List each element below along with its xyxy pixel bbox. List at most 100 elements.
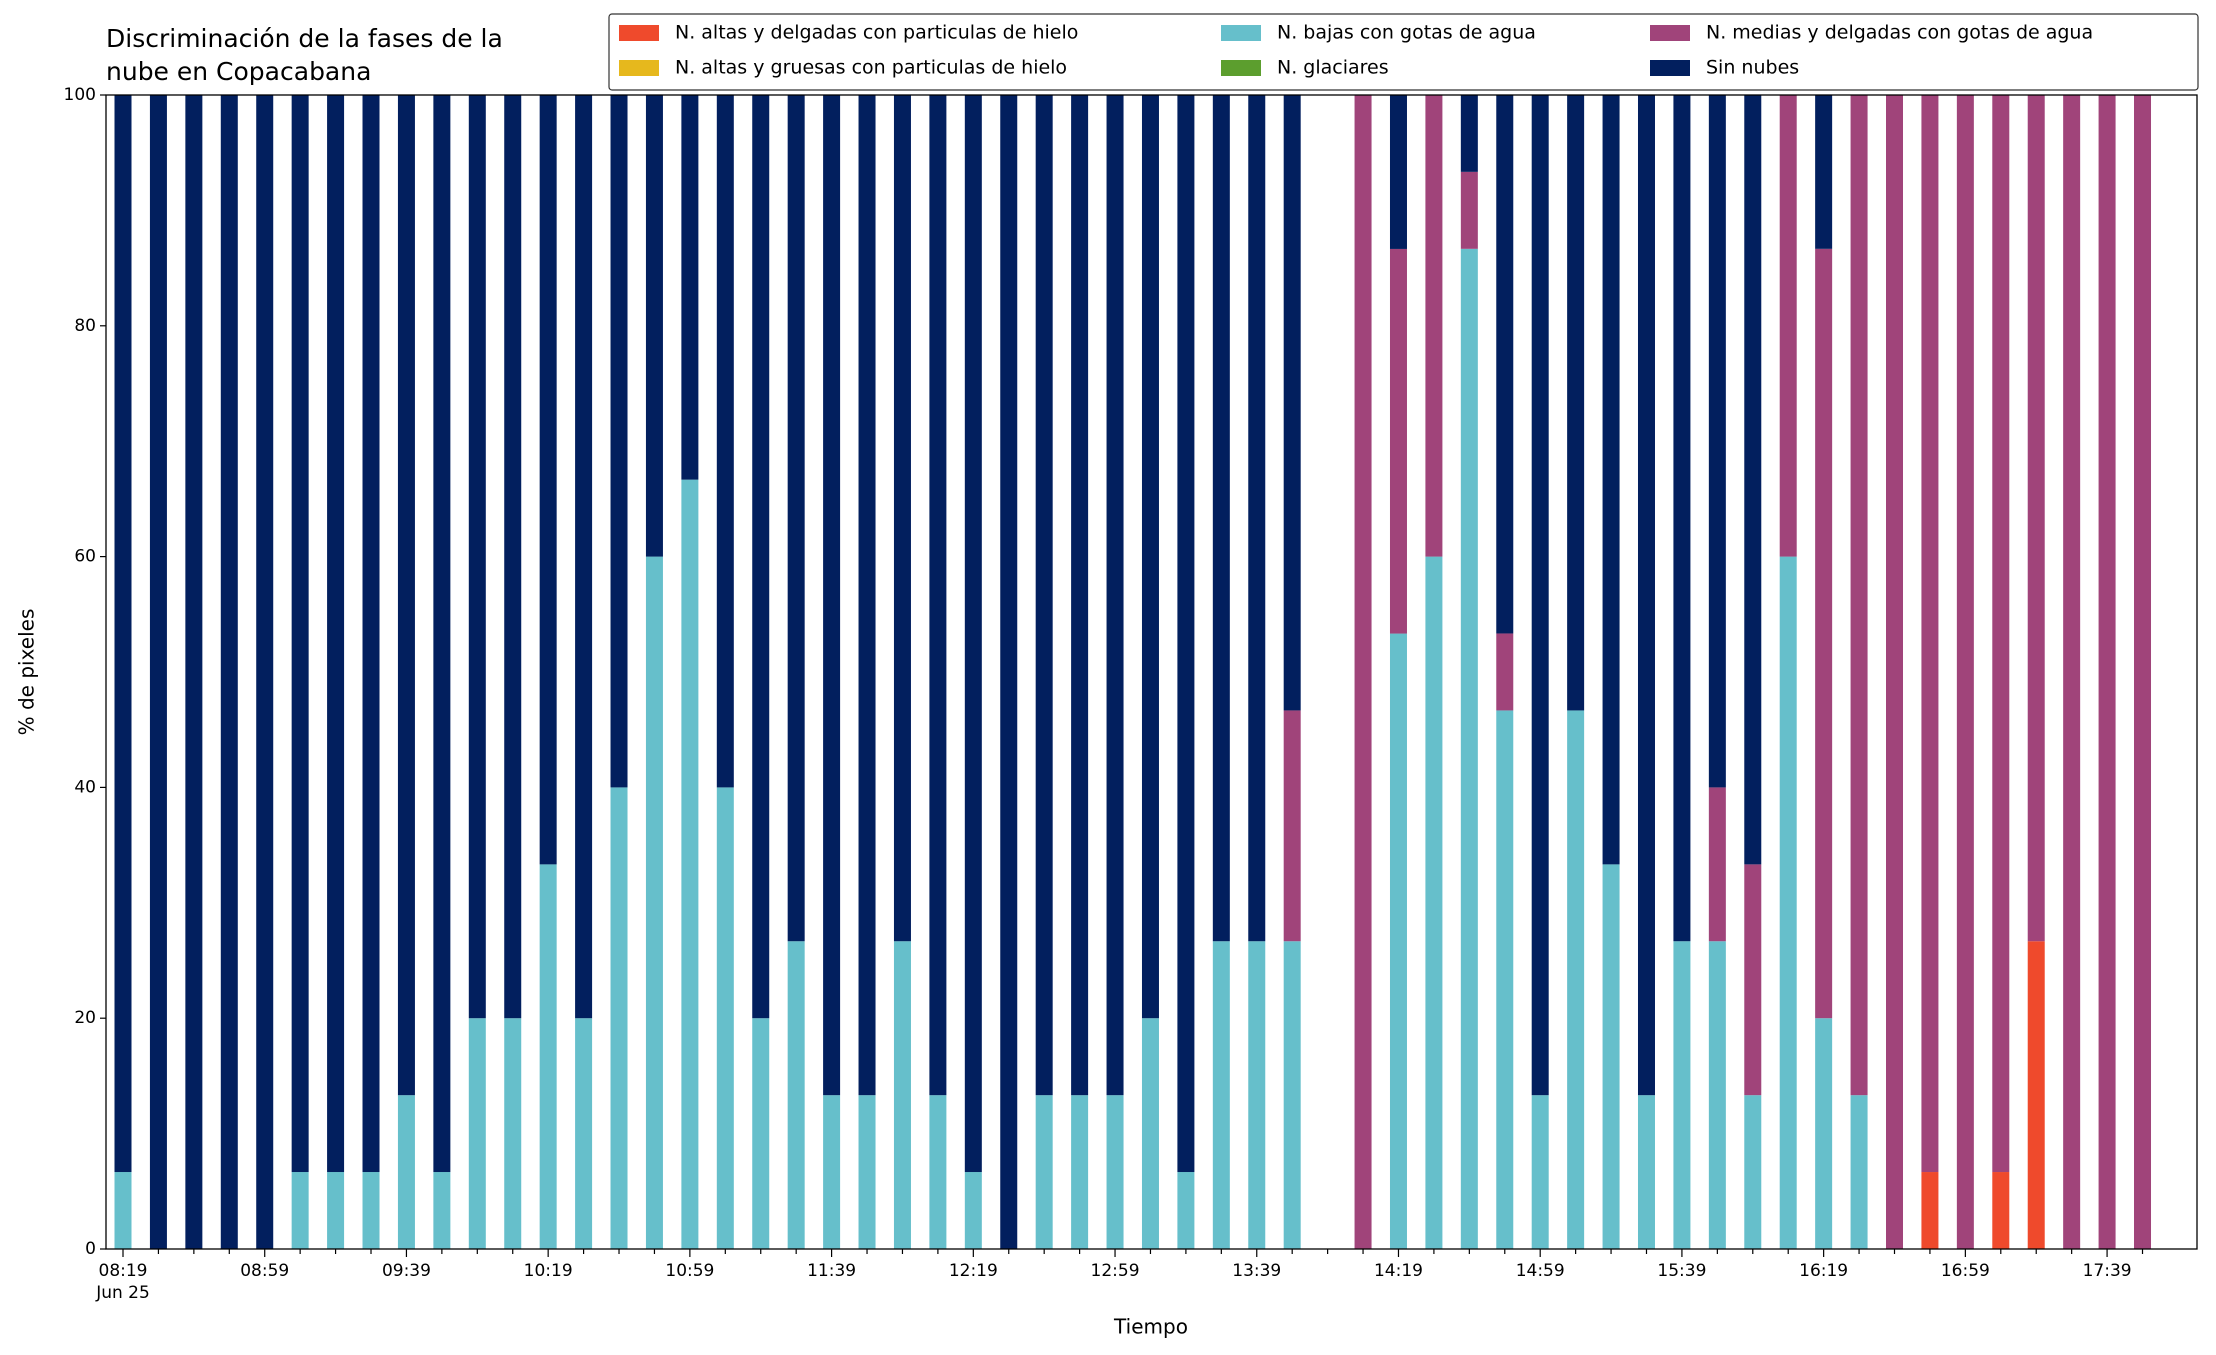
y-tick-label: 80: [74, 316, 96, 336]
bar-segment: [1637, 95, 1655, 1096]
bar-segment: [1815, 1018, 1833, 1249]
bar-segment: [1283, 941, 1301, 1249]
y-tick-label: 20: [74, 1008, 96, 1028]
bar-segment: [1673, 95, 1691, 942]
bar-segment: [468, 1018, 486, 1249]
bar-segment: [752, 1018, 770, 1249]
x-tick-label: 08:19: [99, 1261, 148, 1281]
bar-segment: [1815, 95, 1833, 249]
bar-segment: [858, 1095, 876, 1249]
bar-segment: [1886, 95, 1903, 1249]
y-axis-label: % de pixeles: [15, 609, 39, 736]
bar-segment: [1779, 556, 1797, 1249]
bar-segment: [716, 787, 734, 1249]
bar-segment: [1637, 1095, 1655, 1249]
bar-segment: [291, 95, 309, 1173]
bar-segment: [1389, 248, 1407, 634]
x-tick-label: 12:59: [1091, 1261, 1140, 1281]
bar-segment: [645, 556, 663, 1249]
x-date-label: Jun 25: [95, 1283, 150, 1303]
bar-segment: [575, 95, 593, 1019]
bar-segment: [362, 95, 380, 1173]
bar-segment: [1496, 633, 1514, 711]
x-tick-label: 10:59: [665, 1261, 714, 1281]
x-tick-label: 15:39: [1657, 1261, 1706, 1281]
bar-segment: [114, 95, 132, 1173]
bar-segment: [1744, 864, 1762, 1096]
bar-segment: [929, 95, 947, 1096]
x-tick-label: 12:19: [949, 1261, 998, 1281]
x-tick-label: 16:19: [1799, 1261, 1848, 1281]
legend-swatch: [1221, 60, 1261, 76]
bar-segment: [1071, 1095, 1089, 1249]
legend-label: N. glaciares: [1277, 57, 1389, 79]
bar-segment: [1425, 95, 1443, 557]
bar-segment: [1460, 94, 1478, 172]
bar-segment: [1212, 941, 1230, 1249]
bar-segment: [185, 95, 203, 1249]
legend-label: N. altas y gruesas con particulas de hie…: [675, 57, 1067, 79]
bar-segment: [823, 95, 841, 1096]
bar-segment: [610, 787, 628, 1249]
bar-segment: [1567, 95, 1585, 711]
bar-segment: [1177, 1172, 1195, 1249]
bar-segment: [823, 1095, 841, 1249]
bar-segment: [397, 1095, 415, 1249]
bar-segment: [1035, 1095, 1053, 1249]
bar-segment: [1460, 248, 1478, 1250]
bar-segment: [1354, 95, 1372, 1249]
legend-swatch: [619, 25, 659, 41]
bar-segment: [716, 95, 734, 788]
bar-segment: [1956, 95, 1974, 1249]
x-tick-label: 14:19: [1374, 1261, 1423, 1281]
bar-segment: [1000, 95, 1018, 1249]
bar-segment: [362, 1172, 380, 1249]
x-tick-label: 10:19: [524, 1261, 573, 1281]
bar-segment: [929, 1095, 947, 1249]
bar-segment: [752, 95, 770, 1019]
chart-title: nube en Copacabana: [106, 57, 371, 86]
y-tick-label: 40: [74, 777, 96, 797]
bar-segment: [1531, 95, 1549, 1096]
bar-segment: [1035, 95, 1053, 1096]
bar-segment: [1141, 1018, 1159, 1249]
x-tick-label: 08:59: [240, 1261, 289, 1281]
bar-segment: [964, 1172, 982, 1249]
bar-segment: [1283, 95, 1301, 711]
bar-segment: [2027, 941, 2045, 1249]
bar-segment: [291, 1172, 309, 1249]
bar-segment: [1212, 95, 1230, 942]
legend-label: N. medias y delgadas con gotas de agua: [1706, 22, 2093, 44]
bar-segment: [681, 479, 699, 1250]
bar-segment: [787, 941, 805, 1249]
bar-segment: [1248, 95, 1266, 942]
x-tick-label: 16:59: [1941, 1261, 1990, 1281]
bar-segment: [539, 95, 557, 865]
bar-segment: [1708, 941, 1726, 1249]
x-tick-label: 14:59: [1516, 1261, 1565, 1281]
bar-segment: [1779, 95, 1797, 557]
bar-segment: [1992, 95, 2010, 1173]
bar-segment: [1106, 95, 1124, 1096]
legend-swatch: [1650, 60, 1690, 76]
bar-segment: [1602, 864, 1620, 1249]
bar-segment: [681, 95, 699, 480]
bar-segment: [433, 95, 451, 1173]
bar-segment: [858, 95, 876, 1096]
bar-segment: [610, 95, 628, 788]
bar-segment: [2098, 95, 2116, 1249]
y-tick-label: 0: [85, 1239, 96, 1259]
bar-segment: [2063, 95, 2081, 1249]
bar-segment: [114, 1172, 132, 1249]
bar-segment: [397, 95, 415, 1096]
bar-segment: [327, 1172, 345, 1249]
bar-segment: [2134, 95, 2152, 1249]
bar-segment: [327, 95, 345, 1173]
bar-segment: [1496, 710, 1514, 1249]
bar-segment: [1921, 95, 1939, 1173]
legend-label: N. bajas con gotas de agua: [1277, 22, 1536, 44]
bar-segment: [1531, 1095, 1549, 1249]
bar-segment: [1071, 95, 1089, 1096]
bar-segment: [1389, 95, 1407, 249]
